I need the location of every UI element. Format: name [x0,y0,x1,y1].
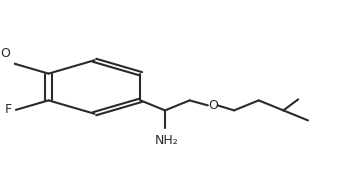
Text: O: O [0,47,10,60]
Text: NH₂: NH₂ [155,134,178,147]
Text: F: F [5,103,12,116]
Text: O: O [208,99,218,112]
